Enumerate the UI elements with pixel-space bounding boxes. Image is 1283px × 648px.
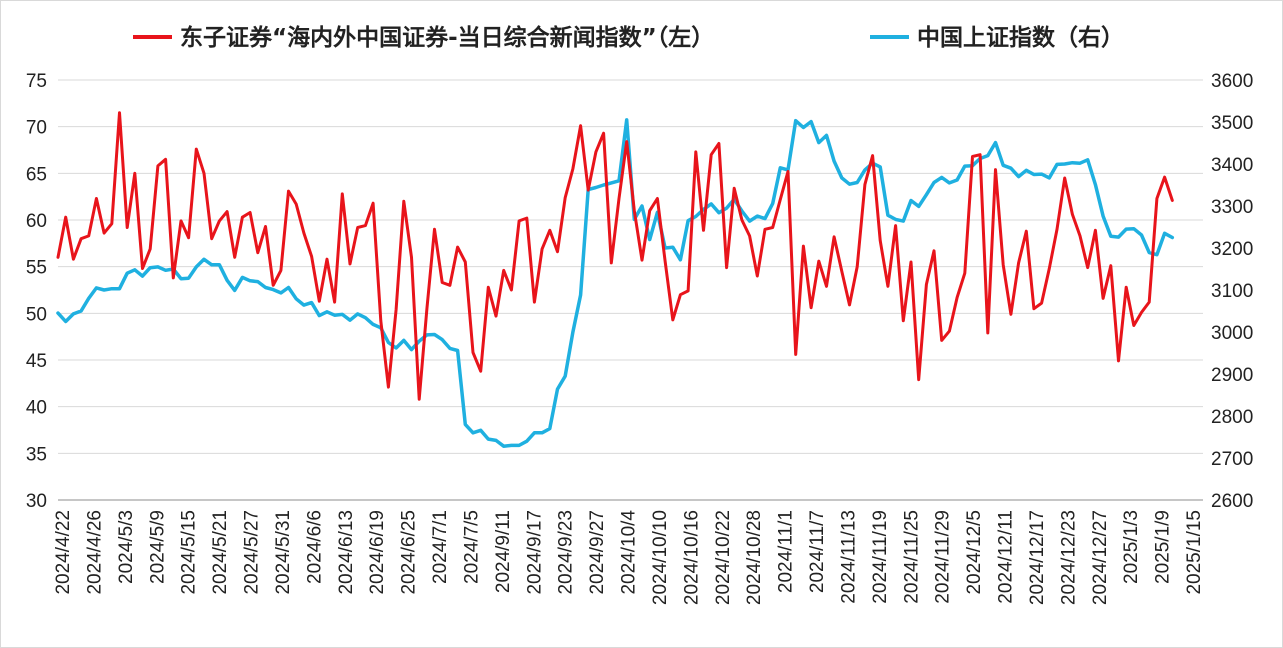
x-tick-label: 2024/12/27 bbox=[1090, 510, 1111, 605]
x-tick-label: 2025/1/9 bbox=[1153, 510, 1174, 584]
right-tick-label: 3200 bbox=[1211, 239, 1253, 260]
x-tick-label: 2024/5/9 bbox=[147, 510, 168, 584]
legend-label-shanghai-index: 中国上证指数（右） bbox=[917, 24, 1124, 51]
left-tick-label: 75 bbox=[26, 71, 47, 92]
gridlines bbox=[58, 79, 1203, 454]
x-tick-label: 2024/6/13 bbox=[336, 510, 357, 595]
left-tick-label: 35 bbox=[26, 444, 47, 465]
x-tick-label: 2025/1/3 bbox=[1121, 510, 1142, 584]
left-y-axis: 30 35 40 45 50 55 60 65 70 75 bbox=[26, 71, 47, 512]
x-tick-label: 2024/9/17 bbox=[524, 510, 545, 595]
left-tick-label: 50 bbox=[26, 304, 47, 325]
x-tick-label: 2024/6/25 bbox=[399, 510, 420, 595]
x-tick-label: 2024/12/17 bbox=[1027, 510, 1048, 605]
left-tick-label: 45 bbox=[26, 351, 47, 372]
right-tick-label: 3400 bbox=[1211, 155, 1253, 176]
left-tick-label: 40 bbox=[26, 398, 47, 419]
left-tick-label: 65 bbox=[26, 164, 47, 185]
series-line-shanghai-index bbox=[56, 118, 1175, 448]
x-tick-label: 2024/5/15 bbox=[179, 510, 200, 595]
x-tick-label: 2024/11/1 bbox=[776, 510, 797, 593]
x-tick-label: 2024/12/23 bbox=[1058, 510, 1079, 605]
x-tick-label: 2024/10/16 bbox=[681, 510, 702, 605]
legend-label-news-index: 东子证券“海内外中国证券-当日综合新闻指数”（左） bbox=[180, 24, 714, 51]
right-tick-label: 2600 bbox=[1211, 491, 1253, 512]
x-tick-label: 2024/6/19 bbox=[367, 510, 388, 595]
x-tick-label: 2024/5/21 bbox=[210, 510, 231, 595]
x-tick-label: 2024/5/3 bbox=[116, 510, 137, 584]
x-tick-label: 2024/11/25 bbox=[901, 510, 922, 604]
x-tick-label: 2024/11/29 bbox=[933, 510, 954, 604]
x-tick-label: 2025/1/15 bbox=[1184, 510, 1205, 595]
x-tick-label: 2024/11/19 bbox=[870, 510, 891, 604]
right-y-axis: 2600 2700 2800 2900 3000 3100 3200 3300 3400 3500… bbox=[1211, 71, 1253, 512]
right-tick-label: 3600 bbox=[1211, 71, 1253, 92]
x-tick-label: 2024/10/10 bbox=[650, 510, 671, 605]
right-tick-label: 2900 bbox=[1211, 365, 1253, 386]
x-tick-label: 2024/10/22 bbox=[713, 510, 734, 605]
x-tick-label: 2024/7/1 bbox=[430, 510, 451, 584]
x-tick-label: 2024/9/27 bbox=[587, 510, 608, 595]
left-tick-label: 60 bbox=[26, 211, 47, 232]
x-tick-label: 2024/4/22 bbox=[53, 510, 74, 595]
x-tick-label: 2024/10/4 bbox=[619, 510, 640, 595]
series-lines bbox=[56, 111, 1175, 448]
right-tick-label: 3100 bbox=[1211, 281, 1253, 302]
x-tick-label: 2024/9/23 bbox=[556, 510, 577, 595]
legend: 东子证券“海内外中国证券-当日综合新闻指数”（左） 中国上证指数（右） bbox=[133, 24, 1124, 51]
right-tick-label: 3000 bbox=[1211, 323, 1253, 344]
x-tick-label: 2024/4/26 bbox=[84, 510, 105, 595]
x-tick-label: 2024/5/27 bbox=[242, 510, 263, 595]
x-tick-label: 2024/11/7 bbox=[807, 510, 828, 593]
right-tick-label: 2800 bbox=[1211, 407, 1253, 428]
right-tick-label: 3500 bbox=[1211, 113, 1253, 134]
x-tick-label: 2024/12/11 bbox=[996, 510, 1017, 604]
x-tick-label: 2024/12/5 bbox=[964, 510, 985, 595]
x-tick-label: 2024/7/5 bbox=[461, 510, 482, 584]
x-tick-label: 2024/10/28 bbox=[744, 510, 765, 605]
left-tick-label: 30 bbox=[26, 491, 47, 512]
x-tick-label: 2024/6/6 bbox=[304, 510, 325, 584]
x-tick-label: 2024/5/31 bbox=[273, 510, 294, 595]
right-tick-label: 3300 bbox=[1211, 197, 1253, 218]
x-tick-label: 2024/9/11 bbox=[493, 510, 514, 593]
left-tick-label: 55 bbox=[26, 258, 47, 279]
x-tick-label: 2024/11/13 bbox=[838, 510, 859, 604]
right-tick-label: 2700 bbox=[1211, 449, 1253, 470]
series-line-news-index bbox=[56, 111, 1174, 401]
x-axis: 2024/4/22 2024/4/26 2024/5/3 2024/5/9 2024/5… bbox=[53, 499, 1205, 605]
left-tick-label: 70 bbox=[26, 118, 47, 139]
